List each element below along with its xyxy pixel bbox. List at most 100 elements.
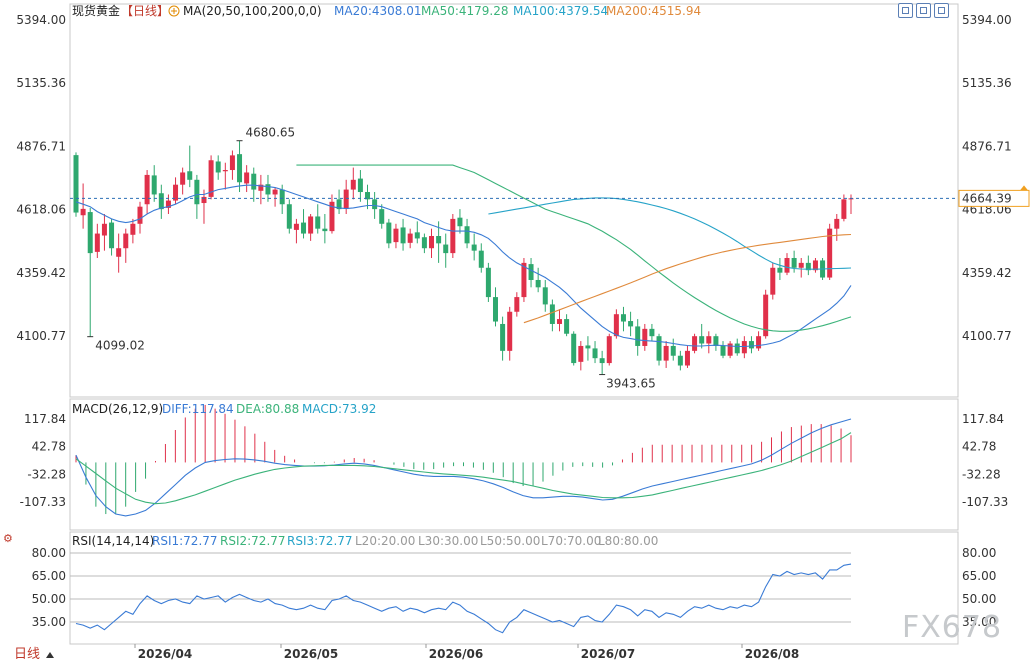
candle-body (599, 358, 605, 364)
candle-body (109, 222, 115, 249)
candle-body (684, 350, 690, 366)
candle-body (244, 172, 250, 184)
candle-body (94, 233, 100, 252)
candle-body (656, 336, 662, 361)
main-y-tick-left: 5135.36 (16, 76, 66, 90)
candle-body (286, 204, 292, 229)
candle-body (706, 336, 712, 344)
candle-body (350, 179, 356, 190)
candle-body (329, 201, 335, 232)
candle-body (542, 287, 548, 305)
rsi-y-tick-left: 35.00 (32, 615, 66, 629)
candle-body (834, 218, 840, 229)
candle-body (215, 161, 221, 173)
ma100-legend: MA100:4379.54 (513, 4, 608, 18)
candle-body (805, 262, 811, 271)
main-y-tick-left: 4618.06 (16, 203, 66, 217)
settings-gear-icon[interactable]: ⚙ (3, 533, 13, 545)
period-label[interactable]: 【日线】 (121, 4, 169, 18)
low-label-1: 4099.02 (95, 339, 145, 353)
candle-body (208, 160, 214, 197)
candle-body (699, 336, 705, 344)
candle-body (173, 184, 179, 201)
candle-body (549, 304, 555, 324)
candle-body (791, 257, 797, 268)
ma-legend-label: MA(20,50,100,200,0,0) (183, 4, 322, 18)
main-y-tick-left: 5394.00 (16, 13, 66, 27)
panel-frame-1 (69, 398, 959, 531)
candle-body (258, 184, 264, 191)
candle-body (144, 174, 150, 205)
candle-body (322, 228, 328, 232)
x-tick-label: 2026/06 (429, 647, 483, 661)
candle-body (492, 297, 498, 322)
candle-body (556, 319, 562, 324)
candle-body (151, 175, 157, 195)
macd-value-legend: MACD:73.92 (302, 402, 376, 416)
rsi3-legend: RSI3:72.77 (287, 534, 353, 548)
x-tick-label: 2026/04 (138, 647, 192, 661)
macd-y-tick-left: -107.33 (20, 495, 66, 509)
zoom-in-tool-button[interactable] (916, 3, 931, 18)
main-y-tick-left: 4100.77 (16, 329, 66, 343)
candle-body (116, 248, 122, 257)
candle-body (165, 200, 171, 208)
rsi-level-30: L30:30.00 (418, 534, 478, 548)
crosshair-tool-button[interactable] (898, 3, 913, 18)
candle-body (770, 267, 776, 295)
circle-plus-icon[interactable] (168, 5, 180, 17)
candle-body (414, 232, 420, 239)
candle-body (272, 189, 278, 195)
candle-body (514, 297, 520, 312)
period-selector-label: 日线 (14, 646, 41, 661)
candle-body (308, 216, 314, 234)
candle-body (620, 314, 626, 322)
period-label-text: 日线 (133, 4, 157, 18)
candle-body (315, 216, 321, 229)
candle-body (564, 319, 570, 334)
macd-y-tick-left: -32.28 (27, 467, 66, 481)
candle-body (727, 343, 733, 356)
macd-y-tick-right: 42.78 (962, 440, 996, 454)
candle-body (507, 311, 513, 351)
ma200-legend: MA200:4515.94 (606, 4, 701, 18)
candle-body (101, 223, 107, 236)
panel-frame-2 (69, 531, 959, 645)
candle-body (763, 294, 769, 337)
candle-body (606, 336, 612, 364)
candle-body (585, 345, 591, 349)
candle-body (827, 228, 833, 278)
candle-body (478, 250, 484, 268)
main-y-tick-right: 4876.71 (962, 139, 1012, 153)
rsi-level-50: L50:50.00 (480, 534, 540, 548)
candle-body (670, 345, 676, 356)
macd-diff-line (75, 418, 852, 517)
candle-body (464, 226, 470, 244)
candle-body (187, 171, 193, 180)
candle-body (784, 257, 790, 273)
candle-body (386, 222, 392, 244)
ma200-line (523, 233, 852, 324)
candle-body (592, 348, 598, 359)
candle-body (229, 155, 235, 171)
macd-y-tick-left: 42.78 (32, 440, 66, 454)
period-selector[interactable]: 日线 (0, 645, 60, 662)
candle-body (237, 154, 243, 183)
candle-body (222, 170, 228, 172)
watermark-logo: FX678 (902, 610, 1003, 645)
candle-body (777, 267, 783, 273)
candle-body (450, 218, 456, 254)
rsi1-legend: RSI1:72.77 (152, 534, 218, 548)
candle-body (756, 336, 762, 349)
candle-body (798, 262, 804, 268)
chart-title: 现货黄金 (72, 3, 120, 18)
zoom-out-tool-button[interactable] (934, 3, 949, 18)
candle-body (741, 341, 747, 354)
candle-body (521, 262, 527, 298)
candle-body (613, 314, 619, 337)
candle-body (471, 244, 477, 251)
main-y-tick-left: 4876.71 (16, 139, 66, 153)
main-y-tick-left: 4359.42 (16, 266, 66, 280)
candle-body (301, 222, 307, 234)
candle-body (713, 336, 719, 346)
